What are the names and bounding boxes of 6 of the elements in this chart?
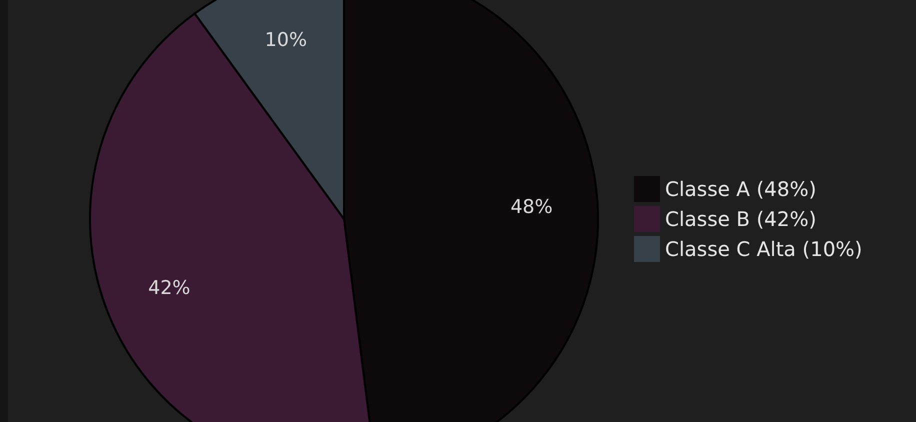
- legend-label: Classe A (48%): [665, 177, 816, 201]
- data-label: 48%: [510, 196, 553, 218]
- legend-label: Classe C Alta (10%): [665, 237, 862, 261]
- data-label: 10%: [264, 29, 308, 52]
- data-label: 42%: [148, 277, 190, 300]
- legend-label: Classe B (42%): [665, 207, 816, 231]
